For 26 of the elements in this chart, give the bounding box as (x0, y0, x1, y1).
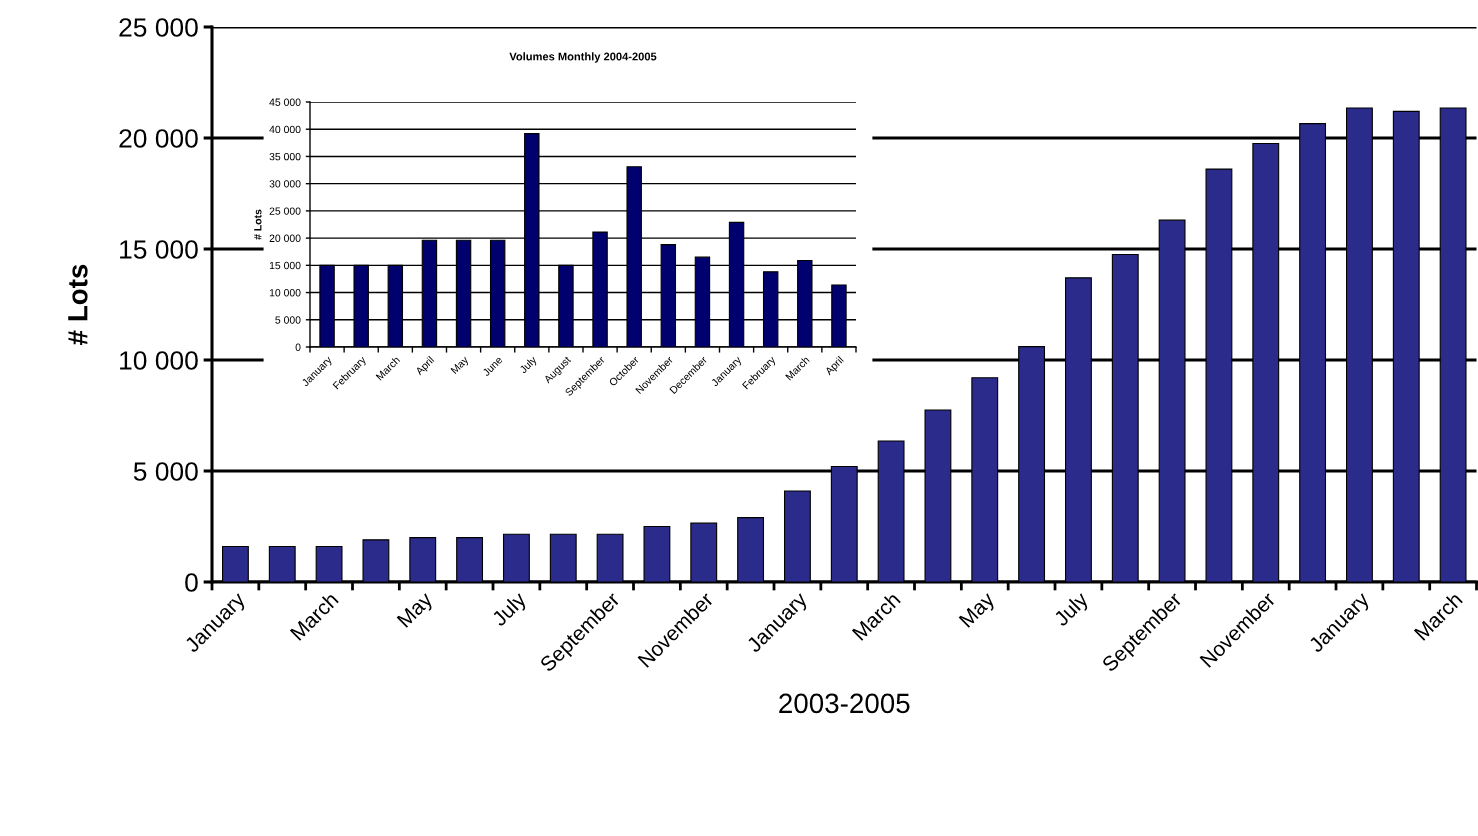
y-tick-label: 10 000 (120, 351, 198, 370)
y-tick-label: 5 000 (275, 316, 301, 324)
y-axis-title: # Lots (254, 209, 262, 240)
y-tick-label: 45 000 (269, 98, 301, 106)
y-tick-label: 30 000 (269, 180, 301, 188)
x-tick-label: May (396, 590, 437, 631)
y-tick-label: 15 000 (120, 240, 198, 259)
y-tick-label: 10 000 (269, 289, 301, 297)
y-tick-label: 25 000 (269, 207, 301, 215)
x-tick-label: July (490, 590, 531, 631)
x-tick-label: May (450, 355, 471, 376)
y-tick-label: 20 000 (269, 234, 301, 242)
chart-title: Volumes Monthly 2004-2005 (509, 52, 657, 63)
y-tick-label: 15 000 (269, 261, 301, 270)
y-axis-title: # Lots (68, 264, 88, 345)
x-tick-label: July (1052, 590, 1093, 631)
y-tick-label: 40 000 (269, 125, 301, 134)
x-tick-label: May (958, 590, 999, 631)
x-tick-label: July (518, 355, 539, 376)
y-tick-label: 5 000 (133, 462, 198, 481)
y-tick-label: 0 (185, 573, 198, 592)
y-tick-label: 20 000 (119, 129, 198, 148)
y-tick-label: 0 (295, 343, 301, 351)
y-tick-label: 35 000 (269, 152, 301, 161)
y-tick-label: 25 000 (119, 18, 198, 37)
x-axis-title: 2003-2005 (779, 693, 910, 714)
